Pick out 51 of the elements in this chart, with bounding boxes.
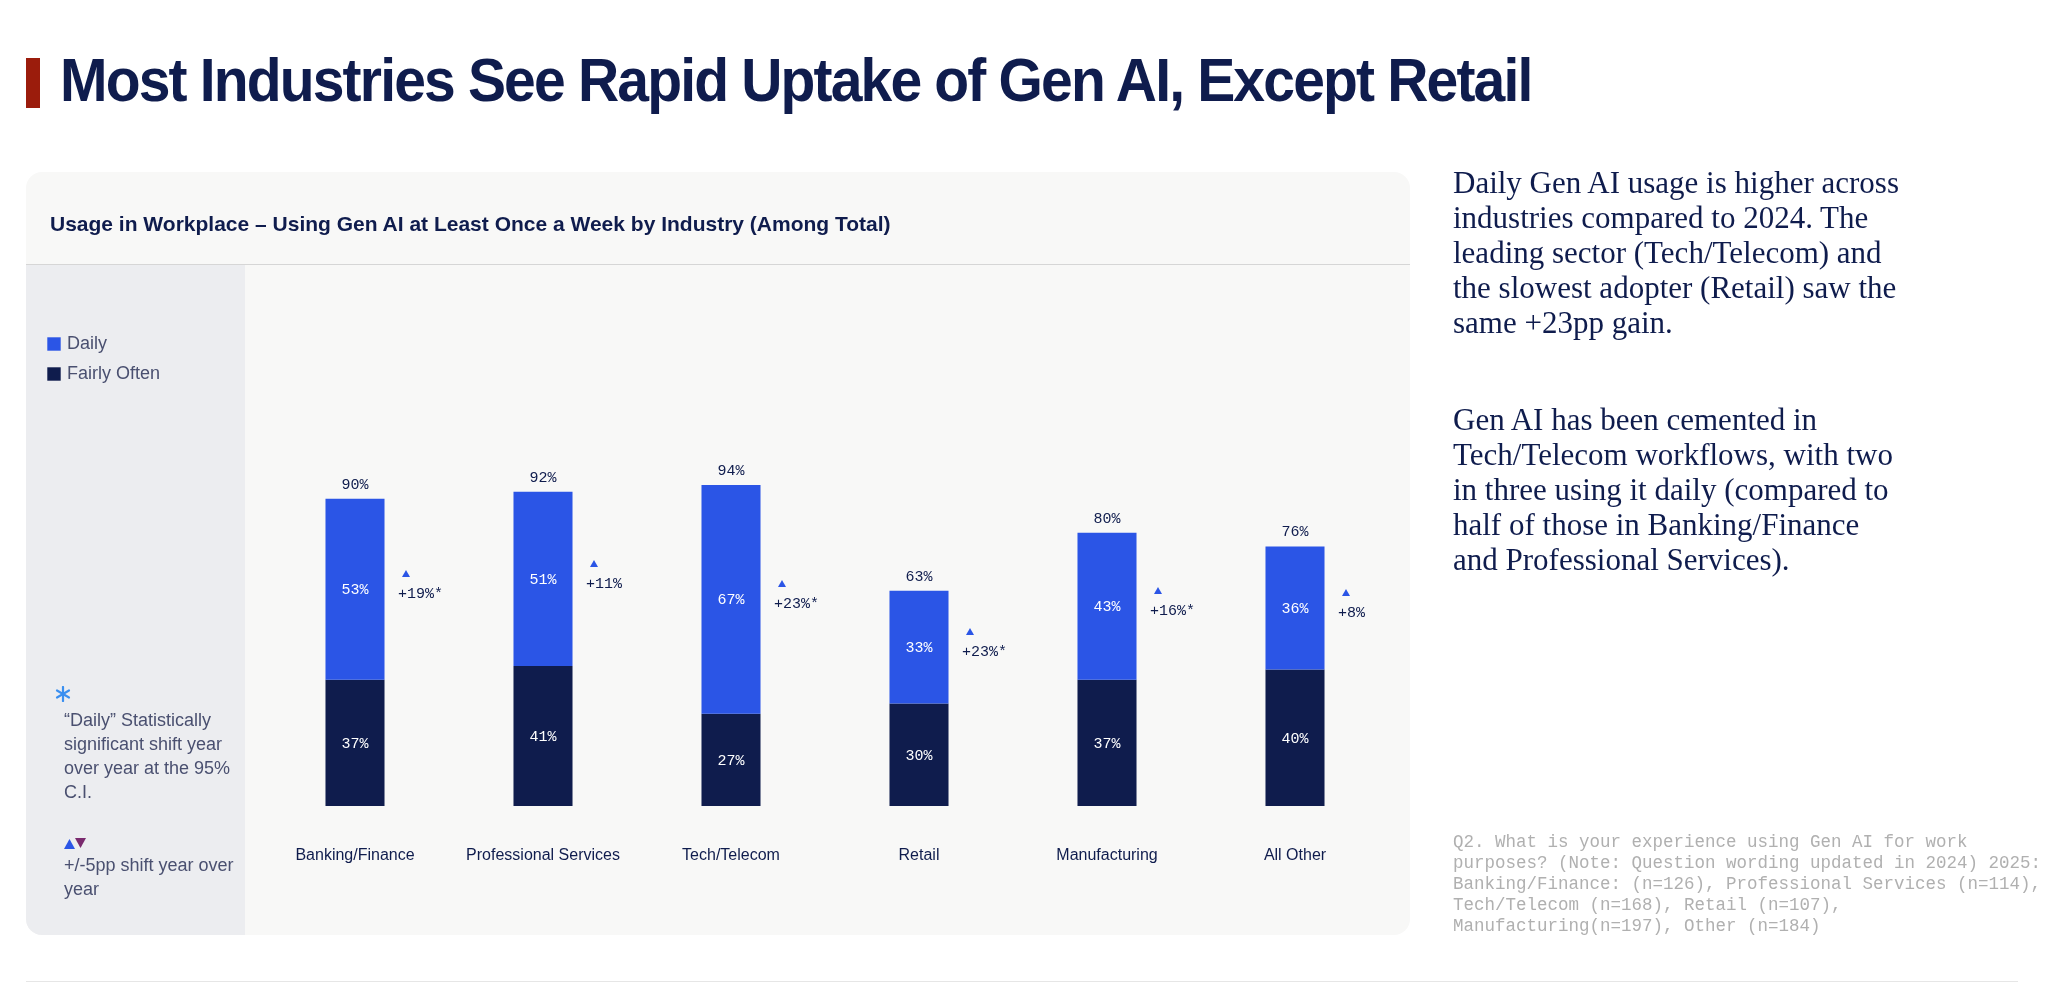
data-label: 41% xyxy=(529,728,558,746)
data-label: 51% xyxy=(529,571,558,589)
text: “Daily” Statistically significant shift year over year at the 95% C.I. xyxy=(64,709,232,804)
bar xyxy=(1077,532,1137,680)
annotation: +8% xyxy=(1338,604,1366,622)
annotation: +11% xyxy=(586,575,623,593)
data-label: 36% xyxy=(1281,600,1310,618)
data-label: 27% xyxy=(717,752,746,770)
bar xyxy=(325,679,385,806)
total-label: 63% xyxy=(905,568,934,586)
bar xyxy=(325,498,385,680)
text: Daily Gen AI usage is higher across industries compared to 2024. The leading sector (Tech/Telecom) and the slowest adopter (Retail) saw the same +23pp gain. xyxy=(1453,165,1900,340)
annotation: +19%* xyxy=(398,586,444,604)
data-label: 53% xyxy=(341,582,370,600)
annotation: +16%* xyxy=(1150,603,1196,621)
bar xyxy=(889,590,949,704)
x-tick-label: Professional Services xyxy=(466,845,620,863)
data-label: 67% xyxy=(717,592,746,610)
chart-subtitle: Usage in Workplace – Using Gen AI at Least Once a Week by Industry (Among Total) xyxy=(50,212,891,236)
total-label: 80% xyxy=(1093,510,1122,528)
x-tick-label: Tech/Telecom xyxy=(682,845,780,863)
text: Q2. What is your experience using Gen AI for work purposes? (Note: Question wording updated in 2024) 2025: Banking/Finance: (n=126), Professional Services (n=114), Tech/Telecom (n=168), Retail (n=107), Manufacturing(n=197), Other (n=184) xyxy=(1453,832,2043,937)
total-label: 92% xyxy=(529,469,558,487)
legend-label: Fairly Often xyxy=(67,363,161,383)
data-label: 33% xyxy=(905,640,934,658)
legend-label: Daily xyxy=(67,333,108,353)
data-label: 30% xyxy=(905,747,934,765)
data-label: 37% xyxy=(1093,735,1122,753)
annotation: +23%* xyxy=(962,644,1008,662)
annotation: +23%* xyxy=(774,596,820,614)
x-tick-label: All Other xyxy=(1263,845,1327,863)
bar xyxy=(701,485,761,714)
bar xyxy=(1265,546,1325,670)
bar xyxy=(701,713,761,806)
total-label: 94% xyxy=(717,463,746,480)
bar xyxy=(1265,669,1325,806)
data-label: 43% xyxy=(1093,599,1122,617)
text: +/-5pp shift year over year xyxy=(64,854,235,901)
x-tick-label: Banking/Finance xyxy=(295,845,415,863)
bar xyxy=(889,703,949,806)
text: Gen AI has been cemented in Tech/Telecom workflows, with two in three using it daily (compared to half of those in Banking/Finance and Professional Services). xyxy=(1453,402,1894,577)
x-tick-label: Retail xyxy=(898,845,940,863)
bar xyxy=(513,491,573,666)
total-label: 90% xyxy=(341,476,370,494)
x-tick-label: Manufacturing xyxy=(1056,845,1158,863)
bar xyxy=(1077,679,1137,806)
total-label: 76% xyxy=(1281,524,1310,542)
data-label: 40% xyxy=(1281,730,1310,748)
bar xyxy=(513,665,573,806)
data-label: 37% xyxy=(341,735,370,753)
chart-title: Most Industries See Rapid Uptake of Gen AI, Except Retail xyxy=(60,44,1532,115)
